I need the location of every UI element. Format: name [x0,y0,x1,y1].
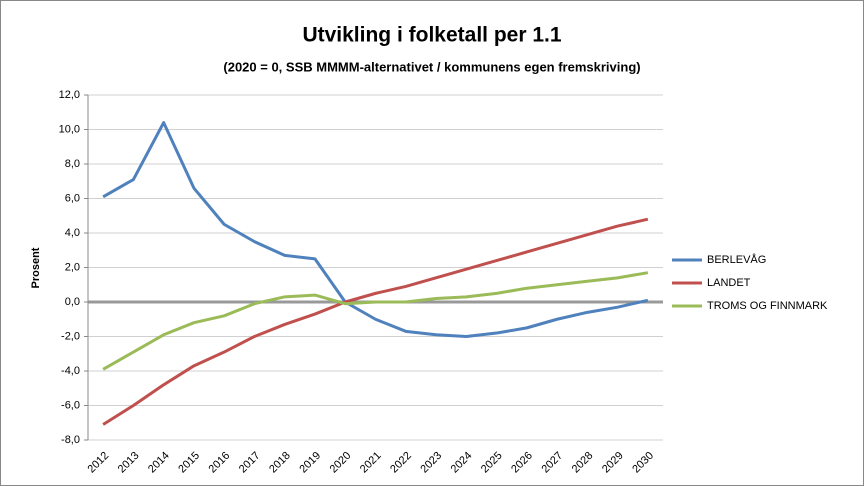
y-tick-label: 10,0 [59,123,80,135]
series-line [102,217,649,426]
series-line [102,271,649,371]
y-tick-label: 8,0 [65,158,80,170]
y-tick-label: -4,0 [61,365,80,377]
y-tick-label: 12,0 [59,89,80,101]
y-tick-label: -8,0 [61,434,80,446]
y-tick-label: 6,0 [65,192,80,204]
y-tick-label: 4,0 [65,227,80,239]
chart-subtitle: (2020 = 0, SSB MMMM-alternativet / kommu… [223,59,640,74]
y-tick-label: 0,0 [65,296,80,308]
series-line [102,121,649,338]
legend-label: TROMS OG FINNMARK [707,300,828,312]
y-axis-label: Prosent [30,247,42,288]
y-tick-label: -6,0 [61,399,80,411]
legend-label: LANDET [707,277,751,289]
legend-label: BERLEVÅG [707,253,766,266]
y-tick-label: 2,0 [65,261,80,273]
y-tick-label: -2,0 [61,330,80,342]
chart-title: Utvikling i folketall per 1.1 [302,24,561,47]
